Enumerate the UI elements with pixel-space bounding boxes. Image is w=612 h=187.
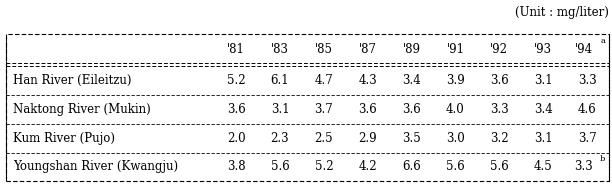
Text: 3.4: 3.4 [534, 103, 553, 116]
Text: '94: '94 [575, 43, 593, 56]
Text: 4.7: 4.7 [315, 74, 333, 87]
Text: 3.5: 3.5 [402, 132, 421, 145]
Text: Youngshan River (Kwangju): Youngshan River (Kwangju) [13, 160, 179, 174]
Text: 3.1: 3.1 [271, 103, 289, 116]
Text: a: a [600, 38, 605, 45]
Text: '83: '83 [271, 43, 289, 56]
Text: 2.3: 2.3 [271, 132, 289, 145]
Text: '91: '91 [446, 43, 465, 56]
Text: (Unit : mg/liter): (Unit : mg/liter) [515, 6, 609, 19]
Text: '87: '87 [359, 43, 377, 56]
Text: 3.7: 3.7 [315, 103, 333, 116]
Text: 6.1: 6.1 [271, 74, 289, 87]
Text: 3.6: 3.6 [402, 103, 421, 116]
Text: 4.0: 4.0 [446, 103, 465, 116]
Text: 6.6: 6.6 [402, 160, 421, 174]
Text: '93: '93 [534, 43, 552, 56]
Text: '81: '81 [227, 43, 245, 56]
Text: 2.0: 2.0 [227, 132, 245, 145]
Text: 3.4: 3.4 [402, 74, 421, 87]
Text: 3.3: 3.3 [490, 103, 509, 116]
Text: 3.1: 3.1 [534, 74, 553, 87]
Text: Naktong River (Mukin): Naktong River (Mukin) [13, 103, 151, 116]
Text: 4.6: 4.6 [578, 103, 596, 116]
Text: '85: '85 [315, 43, 333, 56]
Text: b: b [599, 155, 605, 163]
Text: 3.3: 3.3 [575, 160, 593, 174]
Text: 5.6: 5.6 [446, 160, 465, 174]
Text: 3.0: 3.0 [446, 132, 465, 145]
Text: 5.6: 5.6 [490, 160, 509, 174]
Text: 3.3: 3.3 [578, 74, 596, 87]
Text: '89: '89 [403, 43, 420, 56]
Text: '92: '92 [490, 43, 509, 56]
Text: 3.6: 3.6 [490, 74, 509, 87]
Text: 3.1: 3.1 [534, 132, 553, 145]
Text: 3.8: 3.8 [227, 160, 245, 174]
Text: 4.3: 4.3 [359, 74, 377, 87]
Text: 3.9: 3.9 [446, 74, 465, 87]
Text: 5.2: 5.2 [227, 74, 245, 87]
Text: 2.5: 2.5 [315, 132, 333, 145]
Text: 5.2: 5.2 [315, 160, 333, 174]
Text: 4.5: 4.5 [534, 160, 553, 174]
Text: 5.6: 5.6 [271, 160, 289, 174]
Text: Kum River (Pujo): Kum River (Pujo) [13, 132, 116, 145]
Text: 2.9: 2.9 [359, 132, 377, 145]
Text: Han River (Eileitzu): Han River (Eileitzu) [13, 74, 132, 87]
Text: 3.6: 3.6 [359, 103, 377, 116]
Text: 3.7: 3.7 [578, 132, 596, 145]
Text: 3.2: 3.2 [490, 132, 509, 145]
Text: 3.6: 3.6 [227, 103, 245, 116]
Text: 4.2: 4.2 [359, 160, 377, 174]
